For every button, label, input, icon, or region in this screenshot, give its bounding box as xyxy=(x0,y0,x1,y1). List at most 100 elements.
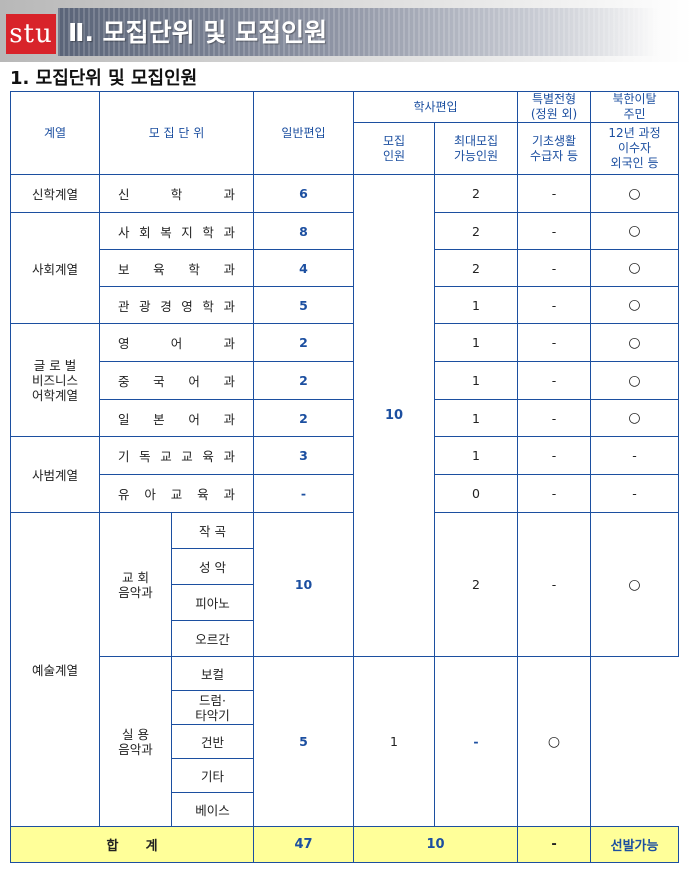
defector-value: ○ xyxy=(590,249,680,287)
total-bachelor: 10 xyxy=(353,826,519,863)
defector-value: - xyxy=(590,474,680,513)
defector-value: ○ xyxy=(590,323,680,362)
max-count: 1 xyxy=(434,399,519,437)
special-value: - xyxy=(517,174,592,213)
church-music-dept: 교 회 음악과 xyxy=(99,512,172,657)
header-defector-sub: 12년 과정 이수자 외국인 등 xyxy=(590,122,680,175)
general-count: 6 xyxy=(253,174,355,213)
unit-cell: 보 육 학 과 xyxy=(98,249,255,287)
total-general: 47 xyxy=(253,826,355,863)
special-value: - xyxy=(517,286,592,324)
general-count: 2 xyxy=(253,361,355,400)
table-row: 관 광 경 영 학 과 5 1 - ○ xyxy=(11,286,680,324)
table-row: 건반 xyxy=(11,724,679,759)
total-label: 합 계 xyxy=(9,826,255,863)
division-cell: 신학계열 xyxy=(10,174,100,213)
max-count: 2 xyxy=(434,249,519,287)
total-special: - xyxy=(517,826,592,863)
table-row: 피아노 xyxy=(11,584,679,621)
header-special-sub: 기초생활 수급자 등 xyxy=(517,122,592,175)
table-row: 사회계열 사 회 복 지 학 과 8 2 - ○ xyxy=(10,212,680,324)
unit-cell: 관 광 경 영 학 과 xyxy=(98,286,255,324)
special-value: - xyxy=(434,656,519,827)
practical-music-dept: 실 용 음악과 xyxy=(99,656,172,827)
defector-value: - xyxy=(590,436,680,475)
banner-background xyxy=(58,8,658,56)
major-cell: 보컬 xyxy=(170,656,255,691)
table-row: 사범계열 기 독 교 교 육 과 3 1 - - xyxy=(10,436,680,513)
defector-value: ○ xyxy=(590,512,680,657)
total-defector: 선발가능 xyxy=(590,826,680,863)
banner-title: Ⅱ. 모집단위 및 모집인원 xyxy=(68,18,328,47)
table-row: 중 국 어 과 2 1 - ○ xyxy=(11,361,680,400)
header-banner: stu Ⅱ. 모집단위 및 모집인원 xyxy=(0,0,692,62)
special-value: - xyxy=(517,512,592,657)
unit-cell: 중 국 어 과 xyxy=(98,361,255,400)
general-count: 4 xyxy=(253,249,355,287)
max-count: 2 xyxy=(434,512,519,657)
division-cell: 예술계열 xyxy=(10,512,100,827)
header-bachelor-quota: 모집 인원 xyxy=(353,122,436,175)
total-row: 합 계 47 10 - 선발가능 xyxy=(9,826,680,863)
defector-value: ○ xyxy=(590,212,680,250)
table-row: 예술계열 교 회 음악과 작 곡 10 2 - ○ xyxy=(10,512,680,827)
general-count: 3 xyxy=(253,436,355,475)
bachelor-quota-total: 10 xyxy=(353,174,436,657)
major-cell: 드럼· 타악기 xyxy=(170,690,255,725)
special-value: - xyxy=(517,323,592,362)
special-value: - xyxy=(517,249,592,287)
header-defector: 북한이탈 주민 xyxy=(590,91,680,123)
header-general-transfer: 일반편입 xyxy=(253,91,355,175)
unit-cell: 기 독 교 교 육 과 xyxy=(98,436,255,475)
admission-table: 계열 모 집 단 위 일반편입 학사편입 특별전형 (정원 외) 북한이탈 주민… xyxy=(9,91,680,863)
special-value: - xyxy=(517,212,592,250)
max-count: 1 xyxy=(434,361,519,400)
special-value: - xyxy=(517,436,592,475)
table-row: 오르간 xyxy=(11,620,679,657)
header-bachelor-max: 최대모집 가능인원 xyxy=(434,122,519,175)
general-count: 10 xyxy=(253,512,355,657)
division-cell: 사범계열 xyxy=(10,436,100,513)
max-count: 1 xyxy=(434,286,519,324)
major-cell: 피아노 xyxy=(170,584,255,621)
table-row: 신학계열 신 학 과 6 10 2 - ○ xyxy=(10,174,680,657)
division-cell: 사회계열 xyxy=(10,212,100,324)
general-count: 2 xyxy=(253,399,355,437)
unit-cell: 일 본 어 과 xyxy=(98,399,255,437)
major-cell: 건반 xyxy=(170,724,255,759)
max-count: 0 xyxy=(434,474,519,513)
major-cell: 기타 xyxy=(170,758,255,793)
max-count: 2 xyxy=(434,212,519,250)
max-count: 2 xyxy=(434,174,519,213)
special-value: - xyxy=(517,474,592,513)
university-logo: stu xyxy=(6,14,56,54)
defector-value: ○ xyxy=(590,361,680,400)
general-count: - xyxy=(253,474,355,513)
special-value: - xyxy=(517,361,592,400)
header-division: 계열 xyxy=(10,91,100,175)
table-row: 기타 xyxy=(11,758,679,793)
major-cell: 오르간 xyxy=(170,620,255,657)
unit-cell: 신 학 과 xyxy=(98,174,255,213)
major-cell: 작 곡 xyxy=(170,512,255,549)
table-row: 실 용 음악과 보컬 5 1 - ○ xyxy=(11,656,679,827)
header-special: 특별전형 (정원 외) xyxy=(517,91,592,123)
unit-cell: 유 아 교 육 과 xyxy=(98,474,255,513)
table-row: 보 육 학 과 4 2 - ○ xyxy=(11,249,680,287)
defector-value: ○ xyxy=(517,656,592,827)
unit-cell: 사 회 복 지 학 과 xyxy=(98,212,255,250)
max-count: 1 xyxy=(353,656,436,827)
table-row: 성 악 xyxy=(11,548,679,585)
general-count: 5 xyxy=(253,286,355,324)
defector-value: ○ xyxy=(590,286,680,324)
table-row: 일 본 어 과 2 1 - ○ xyxy=(11,399,680,437)
header-bachelor-transfer: 학사편입 xyxy=(353,91,519,123)
unit-cell: 영 어 과 xyxy=(98,323,255,362)
table-row: 유 아 교 육 과 - 0 - - xyxy=(11,474,680,513)
table-row: 글 로 벌 비즈니스 어학계열 영 어 과 2 1 - ○ xyxy=(10,323,680,437)
section-title: 1. 모집단위 및 모집인원 xyxy=(10,68,198,89)
defector-value: ○ xyxy=(590,174,680,213)
division-cell: 글 로 벌 비즈니스 어학계열 xyxy=(10,323,100,437)
major-cell: 성 악 xyxy=(170,548,255,585)
defector-value: ○ xyxy=(590,399,680,437)
